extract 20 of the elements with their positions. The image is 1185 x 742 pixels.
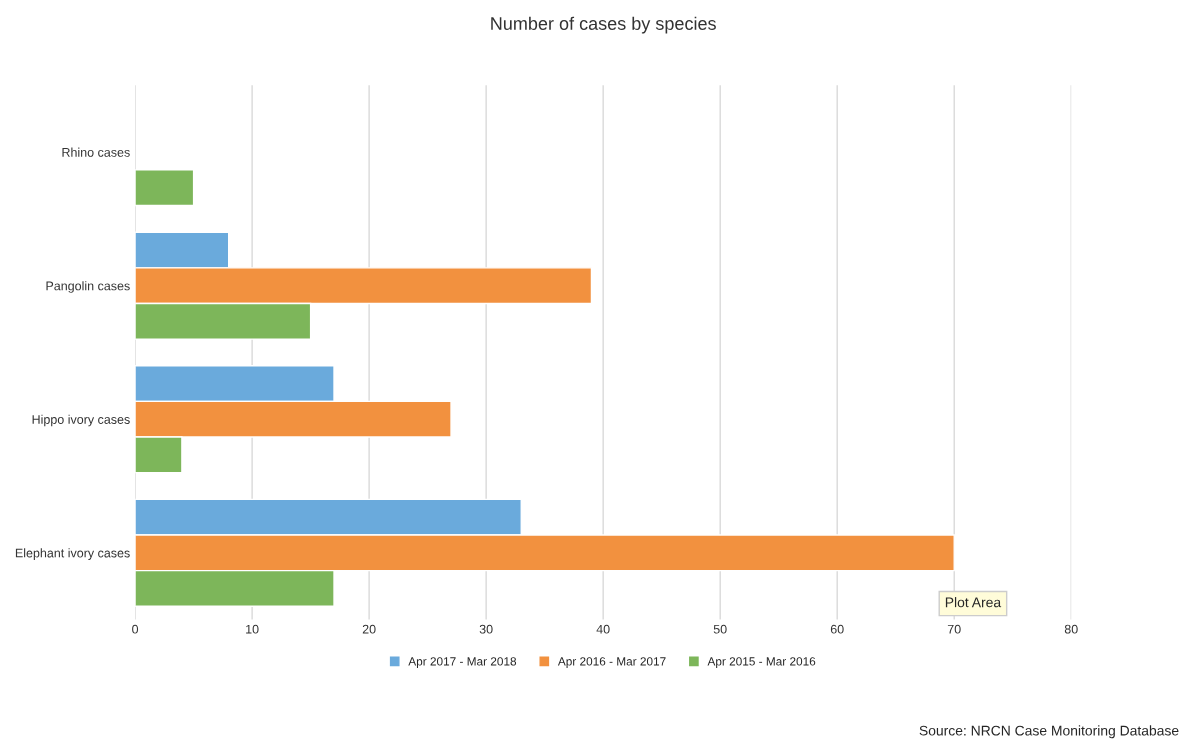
x-tick-label: 60 [830,624,844,634]
legend-label: Apr 2016 - Mar 2017 [557,657,666,668]
x-tick-label: 20 [362,624,376,634]
x-tick-label: 40 [596,624,610,634]
legend-label: Apr 2017 - Mar 2018 [408,657,517,668]
bar [135,169,195,207]
source-note: Source: NRCN Case Monitoring Database [919,725,1179,739]
x-tick-label: 80 [1064,624,1078,634]
annotation: Plot Area [945,597,1002,608]
y-tick-label: Rhino cases [62,147,130,157]
x-tick-label: 70 [947,624,961,634]
y-tick-label: Elephant ivory cases [15,548,130,560]
x-tick-label: 50 [713,624,727,634]
chart-title: Number of cases by species [491,16,716,34]
x-tick-label: 10 [246,624,259,634]
y-tick-label: Hippo ivory cases [32,414,130,427]
x-tick-label: 30 [479,624,493,634]
legend-label: Apr 2015 - Mar 2016 [707,657,816,668]
x-tick-label: 0 [132,624,139,634]
y-tick-label: Pangolin cases [46,281,130,293]
